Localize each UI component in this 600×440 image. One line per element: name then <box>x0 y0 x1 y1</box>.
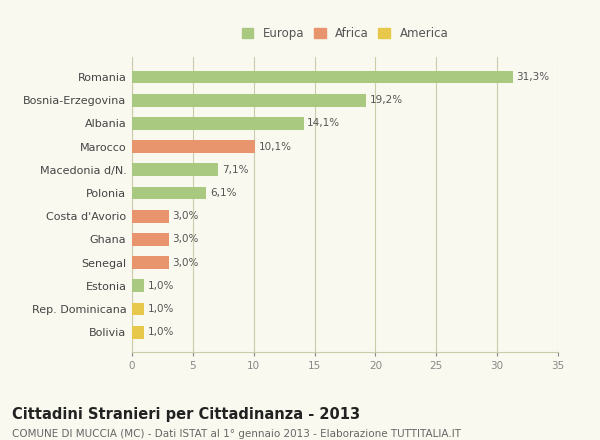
Bar <box>132 233 169 246</box>
Text: 1,0%: 1,0% <box>148 304 174 314</box>
Bar <box>132 187 206 199</box>
Bar <box>132 140 255 153</box>
Bar <box>132 279 144 292</box>
Bar <box>132 256 169 269</box>
Legend: Europa, Africa, America: Europa, Africa, America <box>239 25 451 43</box>
Text: 19,2%: 19,2% <box>370 95 403 105</box>
Text: 6,1%: 6,1% <box>210 188 236 198</box>
Bar <box>132 303 144 315</box>
Text: 10,1%: 10,1% <box>259 142 292 152</box>
Text: 1,0%: 1,0% <box>148 327 174 337</box>
Bar <box>132 117 304 130</box>
Text: 3,0%: 3,0% <box>172 211 199 221</box>
Bar <box>132 326 144 339</box>
Bar <box>132 94 365 106</box>
Text: 14,1%: 14,1% <box>307 118 340 128</box>
Text: 31,3%: 31,3% <box>517 72 550 82</box>
Text: COMUNE DI MUCCIA (MC) - Dati ISTAT al 1° gennaio 2013 - Elaborazione TUTTITALIA.: COMUNE DI MUCCIA (MC) - Dati ISTAT al 1°… <box>12 429 461 439</box>
Text: 7,1%: 7,1% <box>222 165 248 175</box>
Bar <box>132 70 513 83</box>
Bar <box>132 210 169 223</box>
Text: 3,0%: 3,0% <box>172 235 199 244</box>
Text: Cittadini Stranieri per Cittadinanza - 2013: Cittadini Stranieri per Cittadinanza - 2… <box>12 407 360 422</box>
Text: 3,0%: 3,0% <box>172 257 199 268</box>
Bar <box>132 163 218 176</box>
Text: 1,0%: 1,0% <box>148 281 174 291</box>
